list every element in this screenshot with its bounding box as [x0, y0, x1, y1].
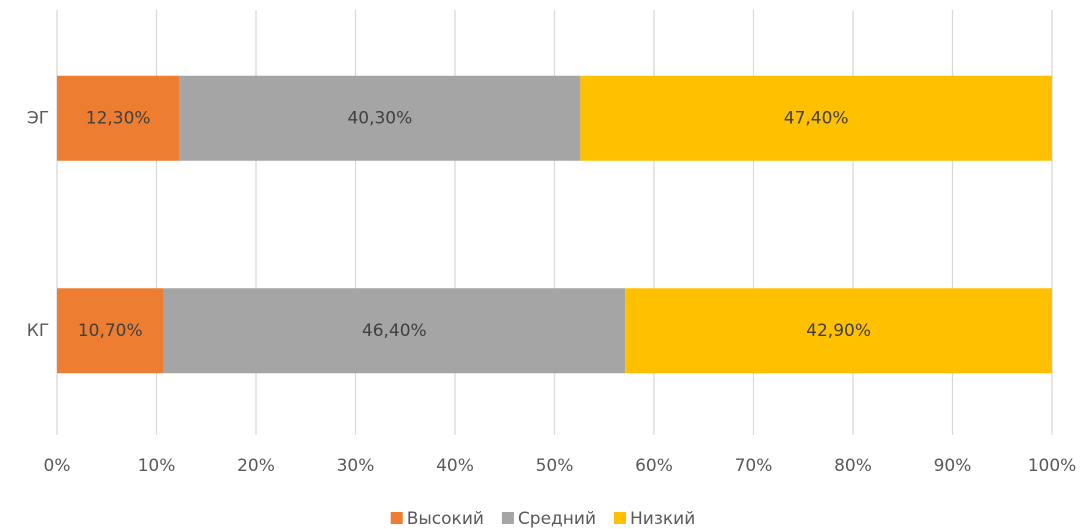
x-tick-label: 60%	[635, 456, 673, 476]
data-label: 40,30%	[347, 108, 412, 128]
x-tick-label: 80%	[834, 456, 872, 476]
bar-segment	[625, 288, 1052, 374]
data-label: 42,90%	[806, 321, 871, 341]
legend-swatch	[501, 512, 514, 524]
x-tick-label: 50%	[536, 456, 574, 476]
bar-segment	[57, 288, 164, 374]
legend-swatch	[614, 512, 627, 524]
x-tick-label: 0%	[44, 456, 71, 476]
data-label: 47,40%	[784, 108, 849, 128]
data-label: 46,40%	[362, 321, 427, 341]
bar-segment	[163, 288, 626, 374]
y-tick-label: КГ	[27, 321, 49, 341]
x-tick-label: 30%	[337, 456, 375, 476]
bar-segment	[580, 75, 1052, 161]
x-tick-label: 10%	[138, 456, 176, 476]
x-tick-label: 40%	[436, 456, 474, 476]
legend-label: Средний	[518, 509, 596, 529]
legend-label: Высокий	[407, 509, 484, 529]
bar-segment	[179, 75, 581, 161]
y-tick-label: ЭГ	[27, 108, 49, 128]
x-tick-label: 70%	[735, 456, 773, 476]
x-tick-label: 90%	[934, 456, 972, 476]
x-tick-label: 100%	[1028, 456, 1077, 476]
data-label: 10,70%	[78, 321, 143, 341]
bar-segment	[57, 75, 180, 161]
data-label: 12,30%	[86, 108, 151, 128]
x-tick-label: 20%	[237, 456, 275, 476]
legend-swatch	[390, 512, 403, 524]
legend-label: Низкий	[630, 509, 695, 529]
